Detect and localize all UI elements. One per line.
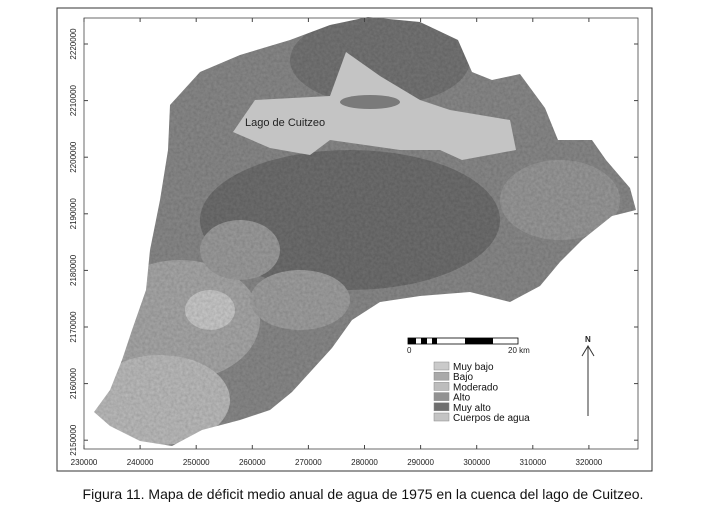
scale-segment: [408, 338, 416, 344]
legend-label: Alto: [453, 393, 471, 404]
y-tick-label: 2180000: [69, 254, 78, 286]
scale-end-label: 20 km: [508, 346, 530, 355]
y-tick-label: 2210000: [69, 84, 78, 116]
x-axis-ticks: 230000 240000 250000 260000 270000 280000 2900…: [71, 18, 603, 467]
north-arrow-head: [581, 345, 595, 357]
x-tick-label: 250000: [183, 458, 210, 467]
zone-muy-bajo: [185, 290, 235, 330]
y-tick-label: 2200000: [69, 141, 78, 173]
legend-label: Muy bajo: [453, 362, 494, 373]
scale-bar: 0 20 km: [407, 337, 530, 355]
legend-label: Bajo: [453, 372, 473, 383]
legend-swatch: [433, 361, 450, 371]
y-tick-label: 2150000: [69, 424, 78, 456]
y-tick-label: 2160000: [69, 367, 78, 399]
legend-label: Moderado: [453, 382, 498, 393]
x-tick-label: 260000: [239, 458, 266, 467]
legend-swatch: [433, 412, 450, 422]
map-figure: Lago de Cuitzeo 230000 240000 250000 260000…: [56, 7, 653, 472]
x-tick-label: 280000: [351, 458, 378, 467]
zone-bajo: [500, 160, 620, 240]
legend-swatch: [433, 402, 450, 412]
y-axis-ticks: 2220000 2210000 2200000 2190000 2180000 21700…: [69, 28, 638, 456]
y-tick-label: 2190000: [69, 198, 78, 230]
legend-swatch: [433, 382, 450, 391]
zone-bajo: [250, 270, 350, 330]
scale-segment: [465, 338, 493, 344]
y-tick-label: 2170000: [69, 311, 78, 343]
north-label: N: [585, 335, 591, 344]
lake-island: [340, 95, 400, 109]
north-arrow: N: [581, 335, 595, 416]
lake-label: Lago de Cuitzeo: [245, 117, 325, 129]
scale-segment: [432, 338, 437, 344]
legend-label: Cuerpos de agua: [453, 413, 530, 424]
x-tick-label: 230000: [71, 458, 98, 467]
x-tick-label: 270000: [295, 458, 322, 467]
x-tick-label: 290000: [407, 458, 434, 467]
legend-label: Muy alto: [453, 403, 491, 414]
legend-swatch: [433, 392, 450, 401]
zone-bajo: [200, 220, 280, 280]
scale-segment: [421, 338, 427, 344]
x-tick-label: 240000: [127, 458, 154, 467]
scale-start-label: 0: [407, 346, 412, 355]
legend-swatch: [433, 371, 450, 381]
x-tick-label: 310000: [519, 458, 546, 467]
y-tick-label: 2220000: [69, 28, 78, 60]
figure-caption: Figura 11. Mapa de déficit medio anual d…: [82, 486, 644, 502]
zone-moderado: [94, 355, 230, 445]
x-tick-label: 300000: [463, 458, 490, 467]
x-tick-label: 320000: [576, 458, 603, 467]
